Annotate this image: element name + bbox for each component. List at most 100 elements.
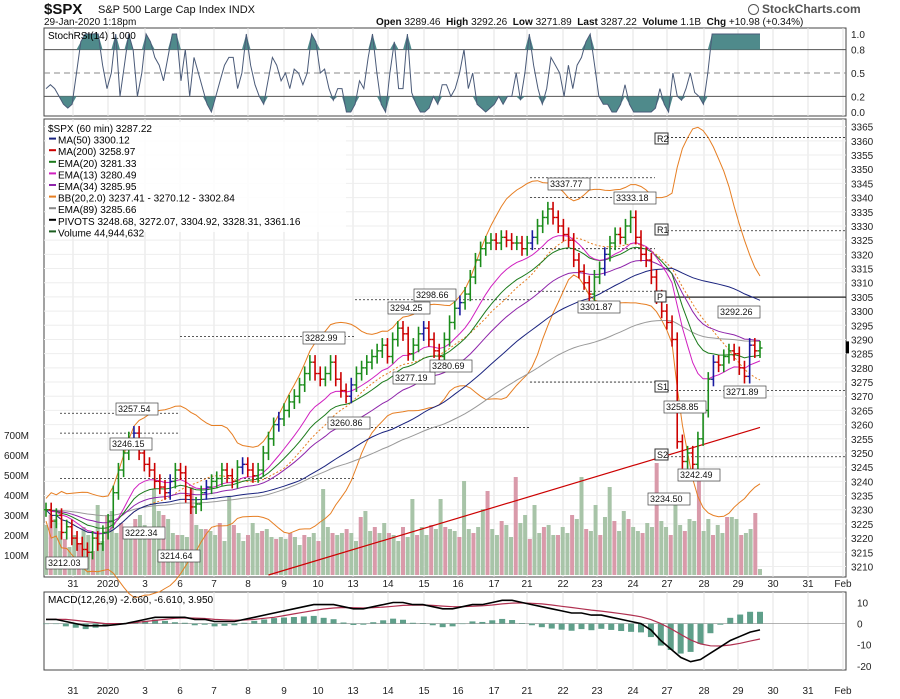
- exchange-code: INDX: [228, 4, 255, 16]
- macd-histogram-bar: [290, 617, 297, 624]
- pivot-s1-box: [654, 380, 669, 393]
- price-callout-label: 3242.49: [680, 470, 713, 480]
- volume-bar: [729, 517, 734, 575]
- x-tick-label: 21: [521, 686, 533, 697]
- price-callout-box: [45, 556, 89, 570]
- volume-bar: [715, 525, 720, 575]
- open-label: Open: [376, 17, 402, 28]
- macd-histogram-bar: [310, 615, 317, 624]
- macd-histogram-bar: [152, 619, 159, 624]
- volume-bar: [114, 533, 119, 575]
- macd-histogram-bar: [638, 623, 644, 633]
- volume-bar: [156, 511, 161, 575]
- price-tick-label: 3330: [851, 222, 874, 233]
- macd-histogram-bar: [499, 618, 506, 624]
- x-tick-label: Feb: [834, 686, 852, 697]
- pivot-s1-label: S1: [657, 382, 668, 392]
- volume-bar: [457, 537, 462, 575]
- volume-bar: [753, 513, 758, 575]
- price-callout-box: [115, 402, 159, 416]
- price-tick-label: 3310: [851, 279, 874, 290]
- volume-bar: [635, 531, 640, 575]
- macd-histogram-bar: [727, 617, 734, 624]
- volume-bar: [678, 525, 683, 575]
- macd-histogram-bar: [667, 623, 674, 650]
- macd-histogram-bar: [697, 623, 704, 644]
- volume-bar: [236, 533, 241, 575]
- pivot-r2-box: [654, 132, 669, 145]
- price-tick-label: 3300: [851, 307, 874, 318]
- macd-histogram-bar: [548, 623, 555, 629]
- price-callout-label: 3260.86: [330, 418, 363, 428]
- price-tick-label: 3265: [851, 406, 874, 417]
- volume-bar: [269, 537, 274, 575]
- volume-bar: [626, 519, 631, 575]
- macd-histogram-bar: [171, 622, 178, 624]
- x-tick-label: 29: [732, 579, 744, 590]
- volume-bar: [438, 499, 443, 575]
- volume-bar: [321, 489, 326, 575]
- macd-histogram-bar: [578, 623, 585, 630]
- price-callout-label: 3294.25: [390, 303, 423, 313]
- volume-bar: [166, 519, 171, 575]
- volume-bar: [443, 527, 448, 575]
- volume-bar: [499, 521, 504, 575]
- pivot-labels: R2 R1 P S1 S2: [654, 132, 669, 461]
- price-callout-label: 3301.87: [580, 302, 613, 312]
- volume-bar: [739, 535, 744, 575]
- open-value: 3289.46: [404, 17, 441, 28]
- price-callout-box: [677, 468, 721, 482]
- macd-histogram-bar: [251, 620, 258, 624]
- macd-histogram-bar: [519, 623, 525, 624]
- volume-bar: [621, 511, 626, 575]
- x-tick-label: 14: [382, 579, 394, 590]
- volume-bar: [339, 533, 344, 575]
- volume-bar: [574, 519, 579, 575]
- brand-name: StockCharts.com: [762, 2, 861, 16]
- macd-histogram-bar: [211, 623, 218, 627]
- volume-bar: [217, 523, 222, 575]
- volume-bar: [311, 533, 316, 575]
- macd-histogram-bar: [241, 622, 248, 624]
- volume-bar: [44, 525, 48, 575]
- price-tick-label: 3290: [851, 335, 874, 346]
- volume-bar: [260, 531, 265, 575]
- volume-bar: [368, 531, 373, 575]
- volume-bar: [447, 529, 452, 575]
- price-legend-item: $SPX (60 min) 3287.22: [48, 124, 152, 135]
- price-callout-label: 3212.03: [48, 558, 81, 568]
- volume-bar: [485, 491, 490, 575]
- volume-bar: [706, 519, 711, 575]
- ma200-line: [268, 426, 761, 576]
- volume-bar: [570, 515, 575, 575]
- volume-bar: [480, 509, 485, 575]
- price-tick-label: 3350: [851, 165, 874, 176]
- volume-bar: [631, 527, 636, 575]
- price-callout-box: [429, 359, 473, 373]
- change-label: Chg: [706, 17, 727, 28]
- stochrsi-tick-label: 0.8: [851, 46, 865, 57]
- volume-bar: [222, 541, 227, 575]
- security-title: S&P 500 Large Cap Index: [98, 4, 226, 16]
- volume-bar: [203, 529, 208, 575]
- macd-histogram-bar: [52, 623, 59, 625]
- volume-bar: [607, 487, 612, 575]
- brand-logo[interactable]: StockCharts.com: [748, 2, 861, 16]
- price-tick-label: 3315: [851, 265, 874, 276]
- price-tick-label: 3365: [851, 123, 874, 134]
- macd-histogram-bar: [479, 621, 486, 624]
- macd-tick-label: 10: [857, 598, 869, 609]
- macd-histogram-bar: [568, 623, 575, 631]
- volume-bar: [241, 541, 246, 575]
- stochrsi-oversold-fill: [46, 96, 760, 112]
- volume-bar: [377, 533, 382, 575]
- price-tick-label: 3255: [851, 435, 874, 446]
- volume-bar: [720, 533, 725, 575]
- volume-bar: [640, 533, 645, 575]
- high-value: 3292.26: [471, 17, 508, 28]
- x-tick-label: 23: [591, 579, 603, 590]
- quote-summary: Open 3289.46 High 3292.26 Low 3271.89 La…: [376, 17, 803, 28]
- x-tick-label: 8: [245, 579, 251, 590]
- macd-histogram-bar: [390, 618, 397, 624]
